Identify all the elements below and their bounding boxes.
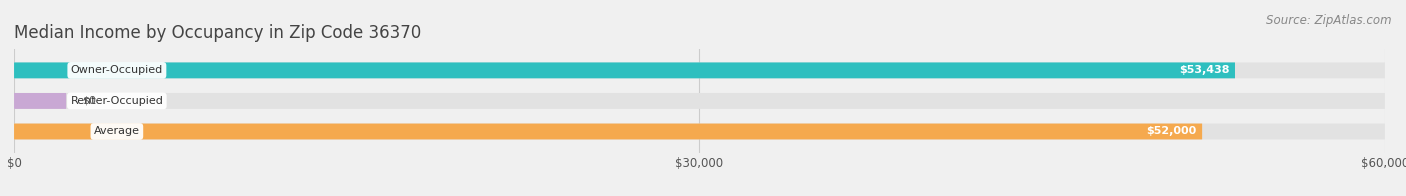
Text: Median Income by Occupancy in Zip Code 36370: Median Income by Occupancy in Zip Code 3… bbox=[14, 24, 422, 42]
Text: $52,000: $52,000 bbox=[1146, 126, 1197, 136]
FancyBboxPatch shape bbox=[14, 63, 1385, 78]
Text: $0: $0 bbox=[83, 96, 97, 106]
FancyBboxPatch shape bbox=[14, 93, 66, 109]
FancyBboxPatch shape bbox=[14, 63, 1234, 78]
FancyBboxPatch shape bbox=[14, 93, 1385, 109]
Text: Owner-Occupied: Owner-Occupied bbox=[70, 65, 163, 75]
FancyBboxPatch shape bbox=[14, 123, 1385, 139]
Text: Source: ZipAtlas.com: Source: ZipAtlas.com bbox=[1267, 14, 1392, 27]
Text: Renter-Occupied: Renter-Occupied bbox=[70, 96, 163, 106]
Text: $53,438: $53,438 bbox=[1180, 65, 1229, 75]
Text: Average: Average bbox=[94, 126, 139, 136]
FancyBboxPatch shape bbox=[14, 123, 1202, 139]
